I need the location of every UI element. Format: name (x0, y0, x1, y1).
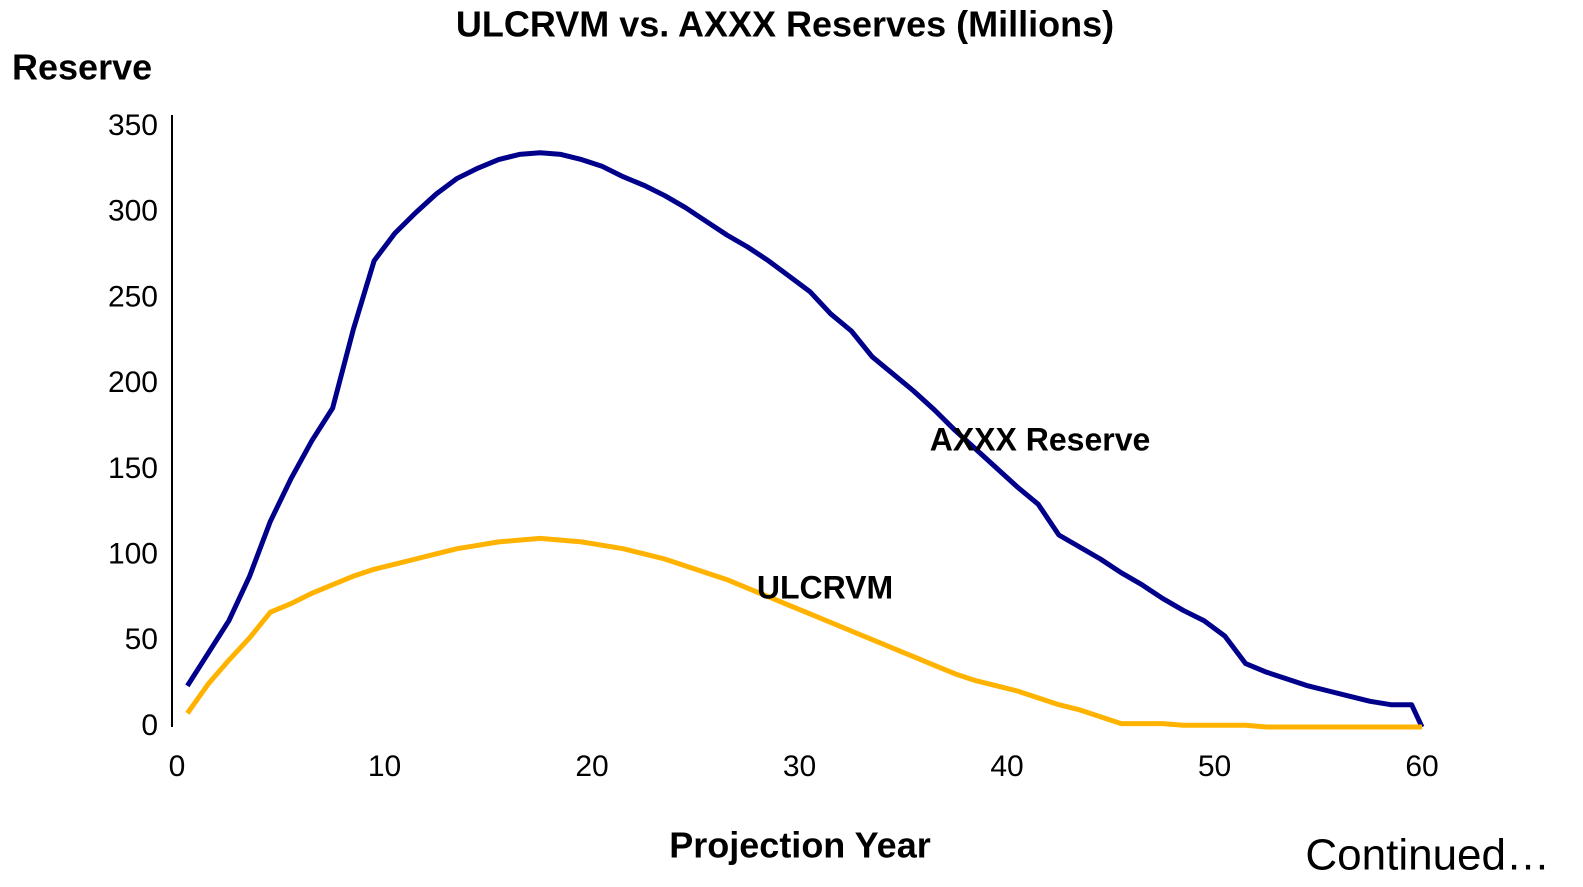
y-tick-label: 150 (108, 452, 158, 485)
series-label: ULCRVM (757, 569, 893, 605)
x-tick-label: 40 (990, 750, 1023, 783)
x-axis-label: Projection Year (669, 825, 930, 866)
y-tick-label: 350 (108, 109, 158, 142)
y-tick-label: 100 (108, 537, 158, 570)
y-axis-label: Reserve (12, 47, 152, 88)
series-line (185, 150, 1425, 729)
chart-title: ULCRVM vs. AXXX Reserves (Millions) (456, 4, 1114, 45)
footer-note: Continued… (1305, 831, 1550, 880)
y-tick-label: 0 (141, 709, 158, 742)
x-tick-label: 60 (1405, 750, 1438, 783)
y-tick-label: 200 (108, 366, 158, 399)
x-tick-label: 0 (169, 750, 186, 783)
x-tick-label: 10 (368, 750, 401, 783)
series-line (185, 535, 1422, 730)
y-tick-label: 50 (125, 623, 158, 656)
x-tick-label: 30 (783, 750, 816, 783)
y-tick-label: 250 (108, 280, 158, 313)
x-tick-label: 20 (575, 750, 608, 783)
y-tick-label: 300 (108, 195, 158, 228)
x-tick-label: 50 (1198, 750, 1231, 783)
series-label: AXXX Reserve (930, 421, 1151, 457)
